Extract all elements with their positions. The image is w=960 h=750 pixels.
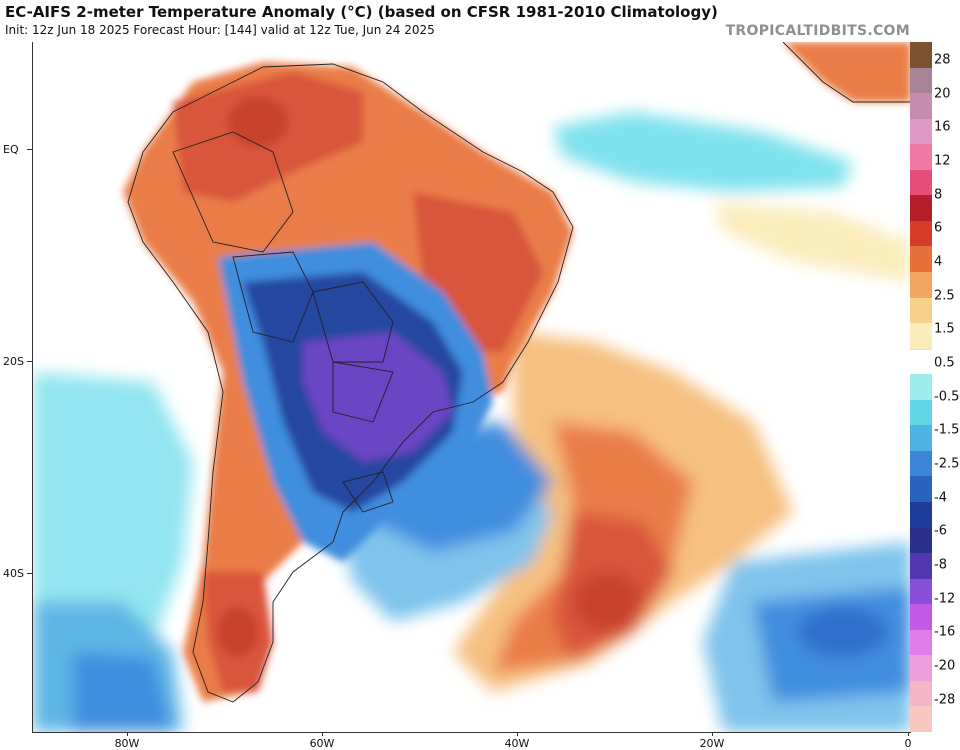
land-anomaly	[123, 42, 911, 702]
colorbar-label: -2.5	[934, 456, 960, 472]
forecast-info: Init: 12z Jun 18 2025 Forecast Hour: [14…	[5, 23, 435, 37]
colorbar-swatch	[910, 425, 932, 452]
colorbar-label: 4	[934, 254, 943, 270]
colorbar-swatch	[910, 450, 932, 477]
colorbar-swatch	[910, 604, 932, 631]
colorbar-swatch	[910, 399, 932, 426]
colorbar-swatch	[910, 502, 932, 529]
colorbar-label: -8	[934, 557, 947, 573]
anomaly-map[interactable]	[32, 42, 911, 733]
colorbar-label: -0.5	[934, 389, 960, 405]
colorbar-swatch	[910, 527, 932, 554]
lon-label-40w: 40W	[504, 737, 530, 750]
colorbar-label: 2.5	[934, 288, 955, 304]
colorbar-label: 28	[934, 52, 951, 68]
lat-label-40s: 40S	[3, 567, 24, 580]
colorbar-label: 1.5	[934, 321, 955, 337]
colorbar-swatch	[910, 220, 932, 247]
colorbar-label: -20	[934, 658, 956, 674]
colorbar-label: -12	[934, 591, 956, 607]
colorbar-label: 12	[934, 153, 951, 169]
brand-watermark[interactable]: TROPICALTIDBITS.COM	[725, 23, 910, 39]
colorbar-label: 6	[934, 220, 943, 236]
colorbar-swatch	[910, 297, 932, 324]
colorbar-swatch	[910, 246, 932, 273]
colorbar-swatch	[910, 323, 932, 350]
map-canvas	[33, 42, 911, 732]
colorbar-legend: 28 20 16 12 8 6 4 2.5 1.5 0.5 -0.5 -1.5 -2.5 -4 -6 -8 -1…	[910, 42, 960, 733]
colorbar-swatch	[910, 144, 932, 171]
colorbar-swatch	[910, 476, 932, 503]
colorbar-swatch	[910, 629, 932, 656]
colorbar-swatch	[910, 42, 932, 69]
coastlines	[127, 42, 911, 703]
lat-label-eq: EQ	[3, 143, 19, 156]
colorbar-swatch	[910, 374, 932, 401]
colorbar-swatch	[910, 655, 932, 682]
colorbar-label: -4	[934, 490, 947, 506]
map-title: EC-AIFS 2-meter Temperature Anomaly (°C)…	[5, 3, 718, 21]
colorbar-swatch	[910, 67, 932, 94]
lon-label-20w: 20W	[699, 737, 725, 750]
lon-label-0: 0	[904, 737, 912, 750]
colorbar-label: 16	[934, 119, 951, 135]
colorbar-swatch	[910, 680, 932, 707]
lon-label-80w: 80W	[114, 737, 140, 750]
colorbar-label: -1.5	[934, 422, 960, 438]
colorbar-swatch	[910, 553, 932, 580]
colorbar-swatch	[910, 578, 932, 605]
lat-label-20s: 20S	[3, 355, 24, 368]
colorbar-swatch	[910, 348, 932, 375]
colorbar-swatch	[910, 93, 932, 120]
header: EC-AIFS 2-meter Temperature Anomaly (°C)…	[0, 0, 960, 42]
colorbar-swatch	[910, 169, 932, 196]
colorbar-label: 0.5	[934, 355, 955, 371]
colorbar-swatch	[910, 706, 932, 733]
colorbar-swatch	[910, 272, 932, 299]
colorbar-label: -16	[934, 624, 956, 640]
colorbar-label: 8	[934, 187, 943, 203]
colorbar-label: 20	[934, 86, 951, 102]
colorbar-label: -6	[934, 523, 947, 539]
colorbar-label: -28	[934, 692, 956, 707]
colorbar-swatch	[910, 118, 932, 145]
colorbar-swatch	[910, 195, 932, 222]
lon-label-60w: 60W	[309, 737, 335, 750]
